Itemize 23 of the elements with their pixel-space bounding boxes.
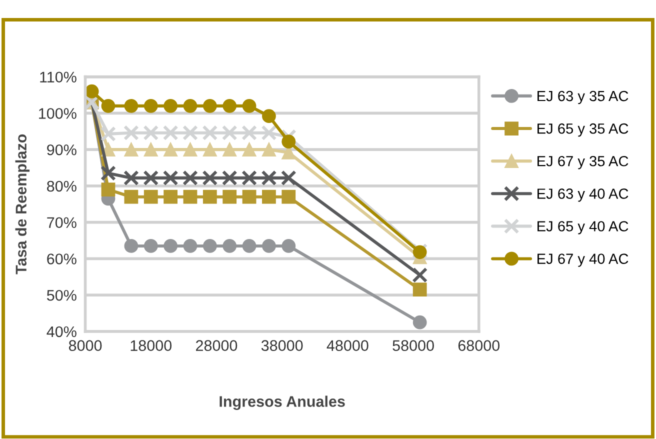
x-tick-label: 28000 [196,340,238,351]
y-tick-label: 60% [47,254,76,264]
x-tick-label: 58000 [392,340,434,351]
legend-label: EJ 63 y 40 AC [538,188,628,202]
legend-label: EJ 67 y 35 AC [538,156,628,170]
x-tick-label: 48000 [326,340,368,351]
legend-label: EJ 67 y 40 AC [538,254,628,267]
y-axis-title: Tasa de Reemplazo [15,134,30,274]
x-tick-label: 18000 [130,340,172,351]
y-tick-label: 90% [47,144,76,156]
legend-label: EJ 65 y 40 AC [538,221,628,234]
x-tick-label: 8000 [68,340,102,351]
y-tick-label: 40% [46,326,76,338]
y-tick-label: 70% [47,217,76,228]
legend-label: EJ 63 y 35 AC [538,90,628,104]
x-tick-label: 38000 [261,340,303,351]
legend-label: EJ 65 y 35 AC [538,123,628,137]
x-axis-title: Ingresos Anuales [220,396,345,410]
y-tick-label: 100% [39,108,76,119]
y-tick-label: 50% [46,290,76,301]
y-tick-label: 80% [47,180,76,192]
y-tick-label: 110% [40,72,76,83]
x-tick-label: 68000 [458,340,500,351]
